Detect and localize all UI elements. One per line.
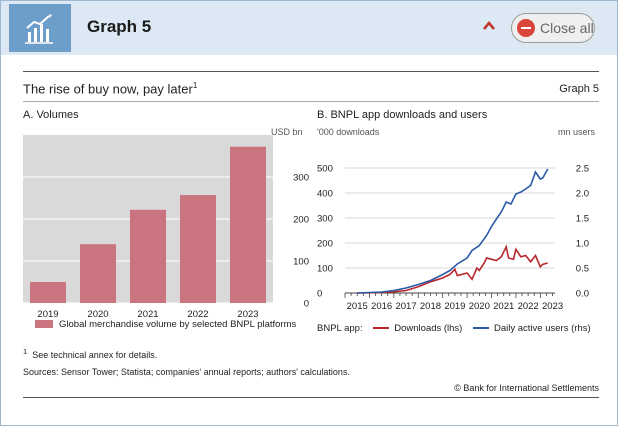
footnote-marker: 1 <box>23 347 28 356</box>
legend-prefix: BNPL app: <box>317 323 363 334</box>
divider <box>23 71 599 72</box>
collapse-button[interactable] <box>467 15 495 37</box>
panel-b-left-unit: '000 downloads <box>317 127 380 137</box>
right-tick-label: 2.0 <box>576 189 589 200</box>
legend-swatch <box>35 320 53 329</box>
graph-panel: Graph 5 Close all The rise of buy now, p… <box>0 0 618 426</box>
title-footnote-marker: 1 <box>192 81 198 90</box>
chevron-up-icon <box>483 20 495 30</box>
close-all-button[interactable]: Close all <box>511 13 595 43</box>
bar <box>130 209 166 303</box>
panel-a-title: A. Volumes <box>23 109 79 121</box>
legend-b: BNPL app: Downloads (lhs) Daily active u… <box>317 323 591 334</box>
figure-title: The rise of buy now, pay later1 <box>23 81 197 96</box>
panel-b-title: B. BNPL app downloads and users <box>317 109 488 121</box>
legend-line-users <box>473 327 489 330</box>
panel-header: Graph 5 Close all <box>1 1 617 55</box>
left-tick-label: 100 <box>317 264 333 275</box>
x-tick-label: 2023 <box>542 301 563 312</box>
downloads-line <box>357 244 548 294</box>
left-tick-label: 400 <box>317 189 333 200</box>
sources: Sources: Sensor Tower; Statista; compani… <box>23 367 350 377</box>
chart-icon <box>9 4 71 52</box>
x-tick-label: 2022 <box>518 301 539 312</box>
close-all-label: Close all <box>540 20 594 36</box>
footnote: 1 See technical annex for details. <box>23 347 157 360</box>
bar <box>80 244 116 303</box>
x-tick-label: 2022 <box>187 309 208 320</box>
right-tick-label: 1.0 <box>576 239 589 250</box>
x-tick-label: 2018 <box>420 301 441 312</box>
legend-line-downloads <box>373 327 390 330</box>
y-tick-label: 0 <box>304 299 309 310</box>
right-tick-label: 0.0 <box>576 289 589 300</box>
right-tick-label: 1.5 <box>576 214 589 225</box>
right-tick-label: 0.5 <box>576 264 589 275</box>
daily-users-line <box>357 168 549 294</box>
legend-a: Global merchandise volume by selected BN… <box>35 319 296 330</box>
page-title: Graph 5 <box>87 17 152 36</box>
x-tick-label: 2019 <box>37 309 58 320</box>
y-tick-label: 100 <box>293 257 309 268</box>
figure-title-text: The rise of buy now, pay later <box>23 81 193 97</box>
copyright: © Bank for International Settlements <box>454 383 599 393</box>
y-tick-label: 200 <box>293 215 309 226</box>
figure-body: The rise of buy now, pay later1 Graph 5 … <box>23 71 599 399</box>
left-tick-label: 200 <box>317 239 333 250</box>
x-tick-label: 2019 <box>444 301 465 312</box>
left-tick-label: 0 <box>317 289 322 300</box>
x-tick-label: 2020 <box>87 309 108 320</box>
x-tick-label: 2021 <box>137 309 158 320</box>
bar <box>230 146 266 303</box>
bar-chart: 0 100 200 300 2019 2020 2021 2022 2023 <box>23 135 309 320</box>
bar <box>180 195 216 303</box>
legend-label: Global merchandise volume by selected BN… <box>59 319 297 330</box>
x-tick-label: 2016 <box>371 301 392 312</box>
x-tick-label: 2021 <box>493 301 514 312</box>
minus-circle-icon <box>517 19 535 37</box>
legend-downloads: Downloads (lhs) <box>394 323 463 334</box>
x-tick-label: 2020 <box>469 301 490 312</box>
x-tick-label: 2015 <box>347 301 368 312</box>
y-tick-label: 300 <box>293 173 309 184</box>
divider <box>23 397 599 398</box>
panel-a-unit: USD bn <box>271 127 303 137</box>
legend-users: Daily active users (rhs) <box>494 323 591 334</box>
divider <box>23 101 599 102</box>
right-tick-label: 2.5 <box>576 164 589 175</box>
left-tick-label: 300 <box>317 214 333 225</box>
bar-chart-icon <box>25 14 53 44</box>
footnote-text: See technical annex for details. <box>32 350 158 360</box>
graph-tag: Graph 5 <box>559 83 599 95</box>
panel-b-right-unit: mn users <box>558 127 596 137</box>
bar <box>30 282 66 303</box>
left-tick-label: 500 <box>317 164 333 175</box>
x-tick-label: 2017 <box>395 301 416 312</box>
x-tick-label: 2023 <box>237 309 258 320</box>
